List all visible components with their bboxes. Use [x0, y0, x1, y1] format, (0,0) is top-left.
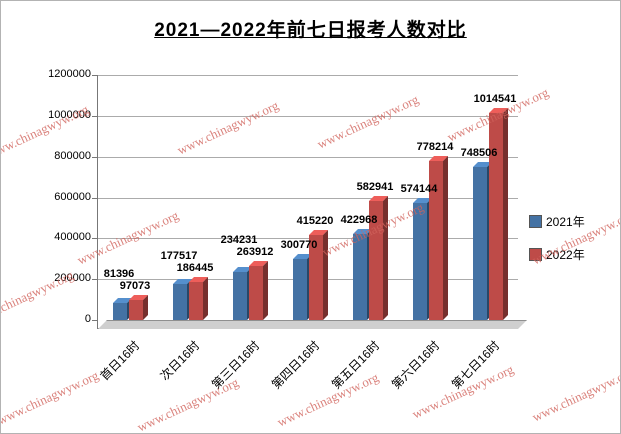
bar-2021年-第五日16时	[353, 233, 367, 320]
legend-item-2021: 2021年	[529, 213, 585, 230]
bar-side-face	[443, 156, 448, 320]
y-axis-tick	[92, 156, 97, 158]
bar-2022年-第五日16时	[369, 200, 383, 320]
value-label: 300770	[280, 238, 318, 251]
y-axis-label: 0	[84, 313, 91, 325]
bar-2022年-第四日16时	[309, 235, 323, 320]
value-label: 415220	[296, 215, 334, 228]
bar-2021年-首日16时	[113, 303, 127, 320]
y-axis-tick	[92, 75, 97, 76]
bar-2022年-第三日16时	[249, 266, 263, 320]
bar-2022年-第六日16时	[429, 161, 443, 320]
gridline	[98, 238, 518, 240]
plot-area	[97, 75, 527, 329]
bar-2021年-第七日16时	[473, 167, 487, 320]
y-axis-label: 600000	[54, 190, 91, 203]
y-axis-tick	[92, 320, 97, 321]
y-axis-label: 1000000	[48, 108, 91, 121]
value-label: 778214	[416, 141, 454, 154]
y-axis-label: 200000	[54, 272, 91, 285]
y-axis-tick	[92, 115, 97, 117]
chart-floor	[98, 320, 527, 329]
value-label: 177517	[160, 249, 198, 262]
legend-item-2022: 2022年	[529, 246, 585, 263]
value-label: 574144	[400, 182, 438, 195]
gridline	[98, 115, 518, 117]
y-axis-tick	[92, 238, 97, 240]
bar-2022年-次日16时	[189, 281, 203, 320]
value-label: 263912	[236, 246, 274, 259]
value-label: 186445	[176, 261, 214, 274]
value-label: 748506	[460, 147, 498, 160]
legend-swatch-2022-icon	[529, 248, 542, 261]
bar-2021年-次日16时	[173, 283, 187, 320]
bar-2021年-第四日16时	[293, 258, 307, 320]
y-axis-tick	[92, 279, 97, 281]
watermark: www.chinagwyw.org	[529, 364, 621, 425]
legend-label-2022: 2022年	[546, 248, 585, 262]
value-label: 81396	[103, 268, 135, 281]
bar-side-face	[143, 295, 148, 320]
y-axis-label: 1200000	[48, 68, 91, 80]
bar-2021年-第三日16时	[233, 272, 247, 320]
value-label: 422968	[340, 213, 378, 226]
bar-side-face	[203, 276, 208, 320]
bar-2021年-第六日16时	[413, 202, 427, 320]
legend: 2021年 2022年	[529, 213, 585, 279]
gridline	[98, 75, 518, 76]
value-label: 582941	[356, 180, 394, 193]
legend-swatch-2021-icon	[529, 215, 542, 228]
bar-side-face	[503, 107, 508, 320]
bar-side-face	[263, 261, 268, 320]
y-axis-tick	[92, 197, 97, 199]
bar-2022年-第七日16时	[489, 112, 503, 320]
chart-title: 2021—2022年前七日报考人数对比	[154, 20, 467, 41]
y-axis-label: 800000	[54, 149, 91, 162]
gridline	[98, 197, 518, 199]
legend-label-2021: 2021年	[546, 215, 585, 229]
value-label: 97073	[119, 280, 151, 293]
value-label: 1014541	[473, 92, 517, 105]
value-label: 234231	[220, 234, 258, 247]
bar-2022年-首日16时	[129, 300, 143, 320]
gridline	[98, 156, 518, 158]
y-axis-label: 400000	[54, 231, 91, 244]
